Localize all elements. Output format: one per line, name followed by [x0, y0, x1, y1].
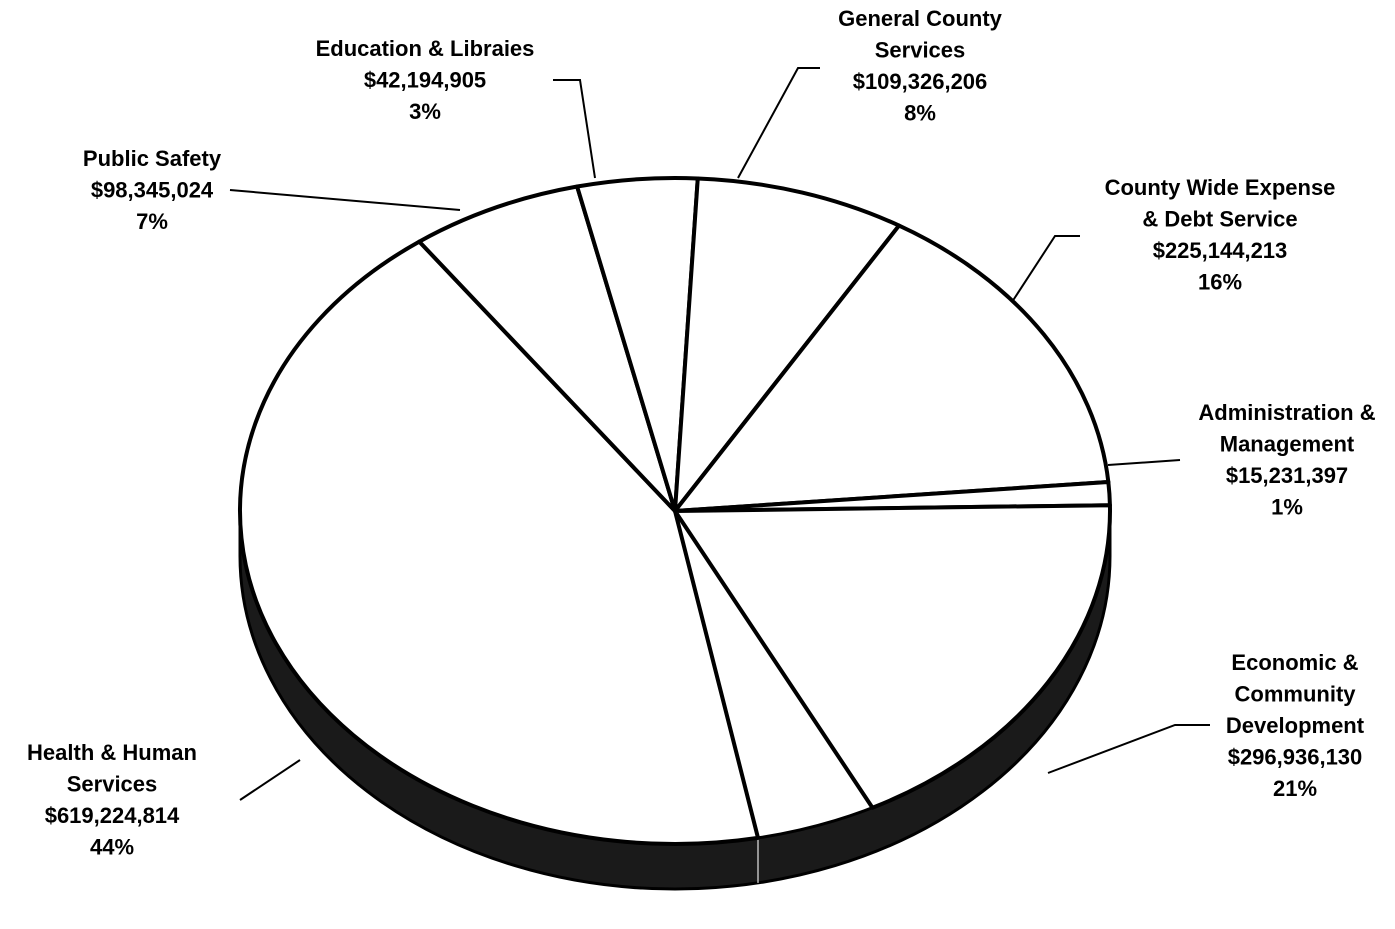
leader-line-4 [1011, 235, 1080, 303]
slice-label-group-3: General County Services $109,326,206 8% [838, 6, 1003, 126]
pie-slice-4 [673, 223, 1111, 513]
leader-line-5 [1107, 459, 1181, 466]
slice-name-label: Management [1220, 432, 1355, 457]
slice-value-label: $619,224,814 [45, 803, 180, 828]
slice-name-label: Administration & [1198, 400, 1375, 425]
slice-name-label: General County [838, 6, 1003, 31]
slice-percent-label: 1% [1271, 495, 1303, 520]
slice-percent-label: 44% [90, 835, 134, 860]
leader-line-1 [229, 189, 461, 211]
slice-name-label: Education & Libraies [316, 36, 535, 61]
slice-label-group-0: Health & Human Services $619,224,814 44% [27, 740, 197, 860]
slice-name-label: Community [1235, 682, 1357, 707]
slice-percent-label: 16% [1198, 270, 1242, 295]
slice-percent-label: 7% [136, 209, 168, 234]
pie-slice-6 [673, 503, 1112, 810]
slice-value-label: $98,345,024 [91, 178, 214, 203]
leader-line-2 [553, 79, 596, 179]
pie-slice-0 [238, 239, 760, 846]
pie-slice-1 [417, 184, 677, 513]
slice-percent-label: 3% [409, 99, 441, 124]
slice-value-label: $225,144,213 [1153, 238, 1288, 263]
slice-label-group-4: County Wide Expense & Debt Service $225,14… [1105, 175, 1336, 295]
leader-line-6 [1047, 724, 1210, 774]
slice-name-label: Economic & [1231, 650, 1358, 675]
leader-line-0 [239, 759, 301, 801]
slice-value-label: $296,936,130 [1228, 745, 1363, 770]
slice-labels: Health & Human Services $619,224,814 44% Pub… [27, 6, 1376, 860]
slice-value-label: $42,194,905 [364, 68, 486, 93]
slice-name-label: Services [67, 772, 158, 797]
slice-name-label: Health & Human [27, 740, 197, 765]
slice-percent-label: 8% [904, 101, 936, 126]
slice-label-group-6: Economic & Community Development $296,936,1… [1226, 650, 1365, 801]
slice-name-label: Development [1226, 713, 1365, 738]
slice-name-label: Services [875, 38, 966, 63]
slice-percent-label: 21% [1273, 776, 1317, 801]
leader-line-3 [737, 67, 820, 179]
slice-name-label: County Wide Expense [1105, 175, 1336, 200]
slice-label-group-5: Administration & Management $15,231,397 1% [1198, 400, 1375, 520]
slice-value-label: $15,231,397 [1226, 463, 1348, 488]
slice-label-group-1: Public Safety $98,345,024 7% [83, 146, 222, 234]
slice-name-label: Public Safety [83, 146, 222, 171]
leader-lines [229, 67, 1210, 801]
slice-value-label: $109,326,206 [853, 69, 988, 94]
slice-label-group-2: Education & Libraies $42,194,905 3% [316, 36, 535, 124]
pie-slice-3 [673, 176, 902, 513]
pie-slices [238, 176, 1112, 846]
slice-name-label: & Debt Service [1142, 207, 1297, 232]
